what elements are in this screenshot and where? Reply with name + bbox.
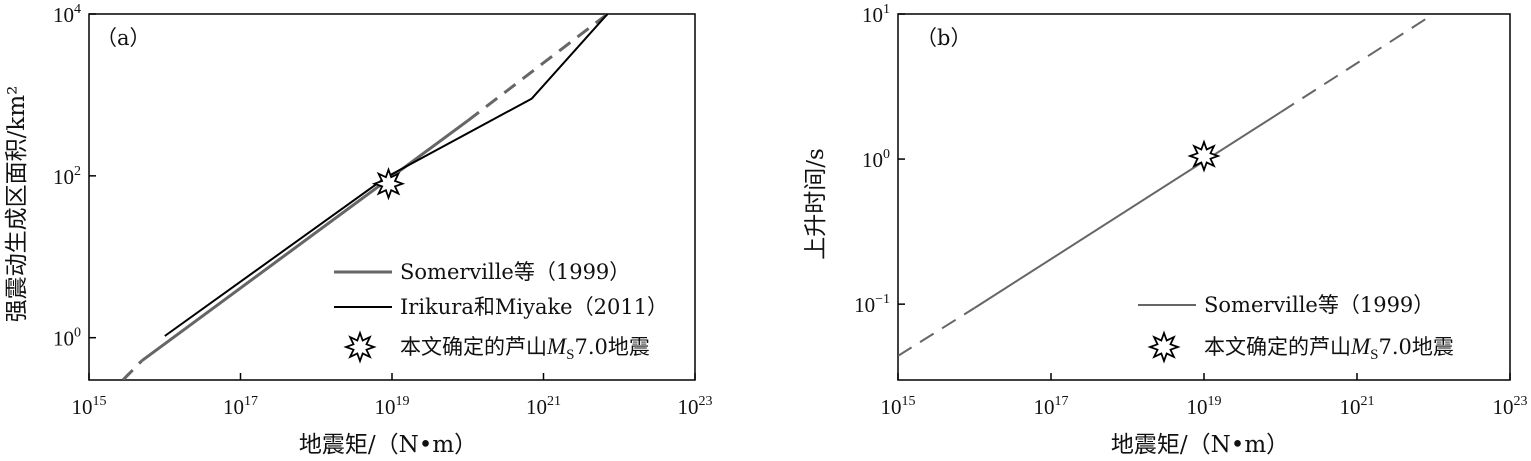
chart-panel-b: 1015 1017 1019 1021 1023 10−1 100 101 地震矩/（N•m） 上… [803, 2, 1528, 458]
x-tick-label: 1017 [1034, 394, 1069, 419]
series-line-1-segment-3 [466, 14, 609, 122]
y-tick-label: 100 [862, 147, 890, 172]
series-line-1-segment-2 [141, 119, 469, 362]
x-tick-label: 1021 [526, 394, 561, 419]
legend-label: 本文确定的芦山MS7.0地震 [400, 334, 650, 363]
y-tick-label: 104 [53, 2, 81, 27]
legend-star-icon [343, 330, 377, 364]
y-tick-label: 10−1 [854, 292, 890, 317]
legend-label: Irikura和Miyake（2011） [400, 295, 668, 319]
series-line-2-segment-1 [164, 14, 609, 337]
y-tick-label: 101 [862, 2, 890, 27]
series-group [898, 14, 1435, 357]
x-tick-label: 1019 [1187, 394, 1222, 419]
y-tick-label: 100 [53, 326, 81, 351]
x-tick-label: 1023 [678, 394, 713, 419]
x-tick-label: 1017 [223, 394, 258, 419]
series-line-1-segment-2 [973, 111, 1282, 309]
series-group [121, 14, 609, 380]
series-line-1-segment-1 [121, 359, 143, 380]
data-point-star [371, 166, 406, 201]
y-axis-label: 强震动生成区面积/km² [4, 86, 30, 323]
x-axis-label: 地震矩/（N•m） [1111, 432, 1289, 458]
data-point-star [1187, 139, 1221, 173]
legend-label: Somerville等（1999） [400, 260, 630, 284]
legend-label: Somerville等（1999） [1204, 293, 1434, 317]
x-tick-label: 1023 [1493, 394, 1528, 419]
legend-star-icon [1147, 330, 1181, 364]
x-tick-label: 1021 [1340, 394, 1375, 419]
panel-label: （a） [96, 26, 151, 50]
x-tick-label: 1015 [72, 394, 107, 419]
y-tick-label: 102 [53, 164, 81, 189]
x-axis-label: 地震矩/（N•m） [299, 432, 477, 458]
x-tick-label: 1019 [375, 394, 410, 419]
chart-panel-a: 1015 1017 1019 1021 1023 100 102 104 地震矩/（N•m） 强震… [4, 2, 713, 458]
legend-label: 本文确定的芦山MS7.0地震 [1204, 334, 1454, 363]
series-line-1-segment-1 [898, 307, 976, 357]
plot-frame [897, 13, 1511, 381]
series-line-1-segment-3 [1279, 14, 1435, 114]
x-tick-label: 1015 [881, 394, 916, 419]
y-axis-label: 上升时间/s [803, 148, 829, 260]
panel-label: （b） [916, 26, 971, 50]
